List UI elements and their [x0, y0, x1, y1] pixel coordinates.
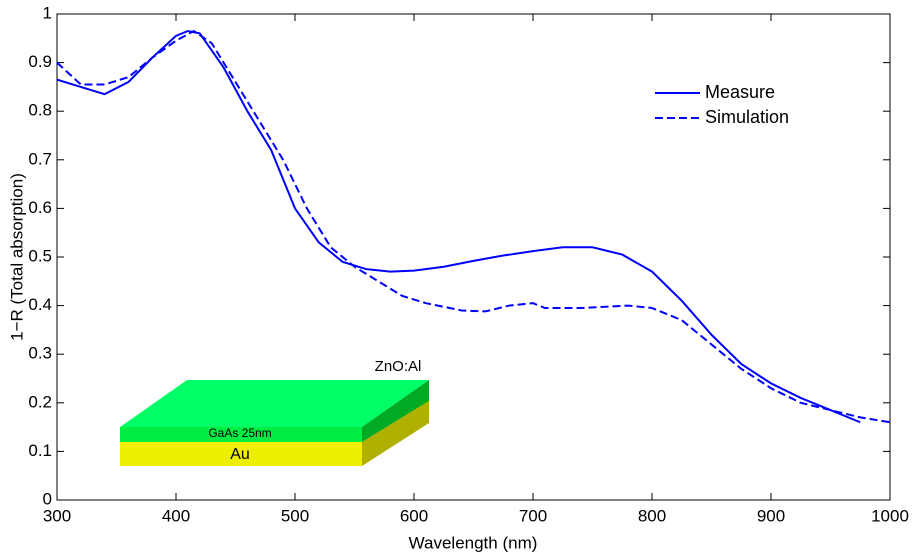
x-tick-label: 400: [162, 506, 190, 525]
y-tick-label: 0.4: [28, 295, 52, 314]
y-tick-label: 0.2: [28, 392, 52, 411]
x-axis-label: Wavelength (nm): [409, 533, 538, 552]
x-tick-label: 600: [400, 506, 428, 525]
y-tick-label: 0: [43, 489, 52, 508]
inset-label: GaAs 25nm: [208, 426, 271, 440]
inset-label: Au: [230, 446, 250, 463]
y-tick-label: 0.8: [28, 101, 52, 120]
y-tick-label: 0.1: [28, 441, 52, 460]
y-tick-label: 0.5: [28, 246, 52, 265]
x-tick-label: 700: [519, 506, 547, 525]
inset-diagram: ZnO:Al GaAs 25nm Au: [120, 358, 429, 466]
y-tick-label: 0.3: [28, 344, 52, 363]
x-tick-label: 300: [43, 506, 71, 525]
x-tick-label: 1000: [871, 506, 909, 525]
y-axis-label: 1−R (Total absorption): [7, 173, 26, 341]
x-tick-label: 800: [638, 506, 666, 525]
inset-front-layer: [120, 427, 362, 442]
inset-side-layer: [362, 380, 429, 442]
legend-label: Measure: [705, 82, 775, 102]
inset-side-au: [362, 401, 429, 466]
data-line: [56, 29, 891, 424]
y-tick-label: 0.9: [28, 52, 52, 71]
inset-label: ZnO:Al: [375, 358, 422, 375]
data-line: [56, 29, 861, 424]
x-tick-label: 900: [757, 506, 785, 525]
y-tick-label: 1: [43, 3, 52, 22]
inset-front-au: [120, 442, 362, 466]
inset-top-face: [120, 380, 429, 427]
y-tick-label: 0.6: [28, 198, 52, 217]
legend-label: Simulation: [705, 107, 789, 127]
y-tick-label: 0.7: [28, 149, 52, 168]
x-tick-label: 500: [281, 506, 309, 525]
